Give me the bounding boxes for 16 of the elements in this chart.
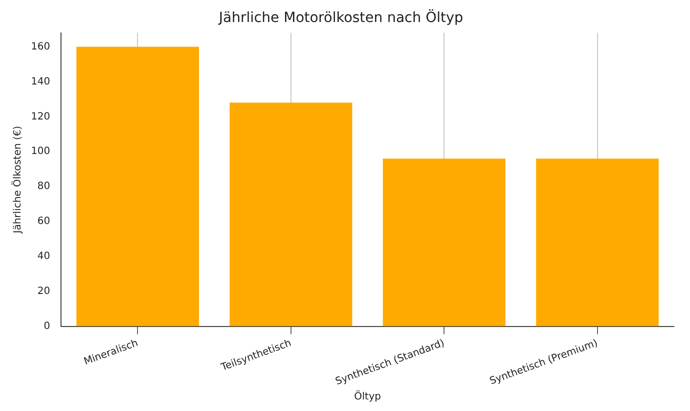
y-axis-title: Jährliche Ölkosten (€): [10, 126, 24, 234]
chart-title: Jährliche Motorölkosten nach Öltyp: [218, 9, 464, 26]
x-axis-title: Öltyp: [354, 390, 381, 403]
y-tick-label: 60: [37, 216, 50, 228]
y-tick-label: 120: [30, 111, 50, 122]
y-tick-label: 20: [37, 286, 50, 297]
bar: [230, 102, 352, 326]
bar: [382, 158, 506, 326]
y-tick-label: 80: [37, 181, 50, 192]
y-tick-label: 0: [44, 320, 50, 332]
y-tick-label: 160: [30, 41, 50, 52]
y-tick-label: 100: [30, 146, 50, 158]
y-tick-label: 40: [37, 251, 50, 262]
bar: [76, 46, 199, 326]
bar: [536, 158, 659, 326]
y-tick-label: 140: [30, 76, 50, 88]
